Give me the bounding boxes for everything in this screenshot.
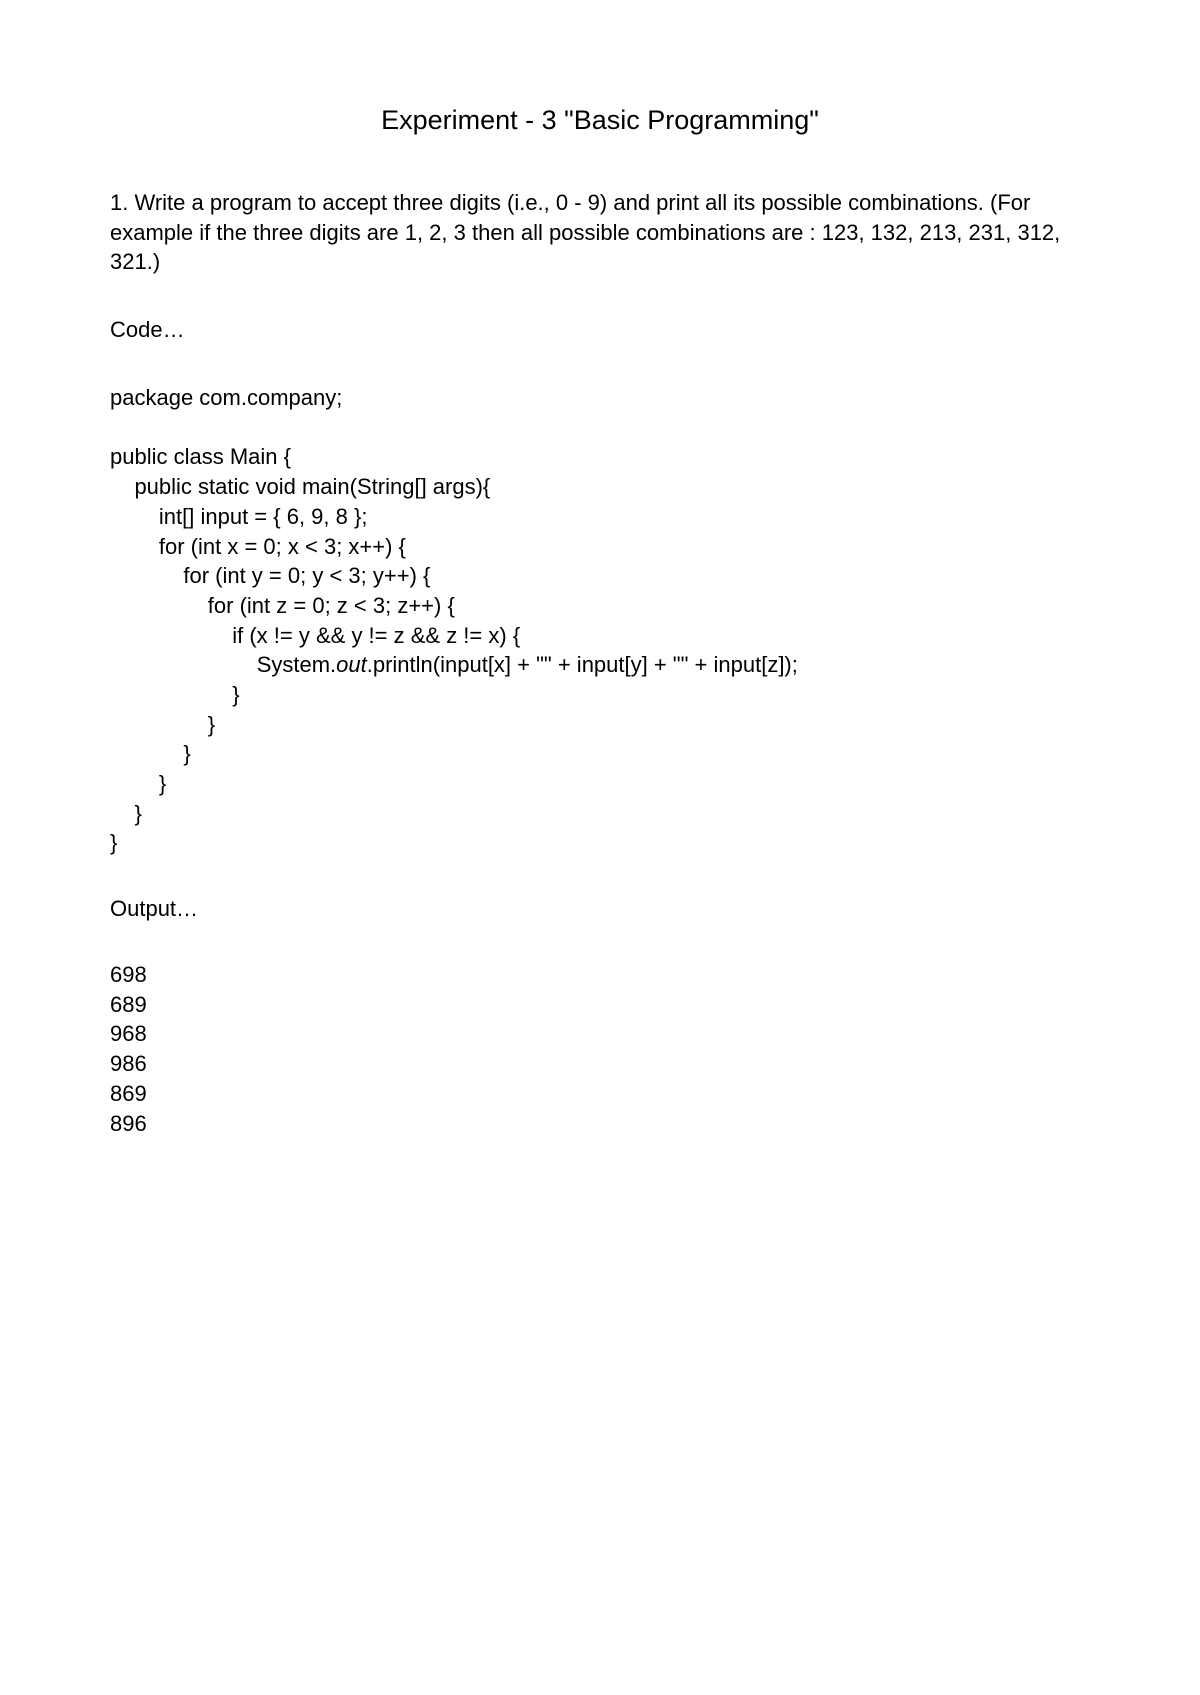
code-line: for (int y = 0; y < 3; y++) { [110, 561, 1090, 591]
code-line: } [110, 710, 1090, 740]
code-line: public static void main(String[] args){ [110, 472, 1090, 502]
output-line: 968 [110, 1019, 1090, 1049]
output-line: 689 [110, 990, 1090, 1020]
italic-out: out [336, 652, 367, 677]
code-line: for (int x = 0; x < 3; x++) { [110, 532, 1090, 562]
code-line [110, 413, 1090, 443]
output-block: 698689968986869896 [110, 960, 1090, 1138]
output-label: Output… [110, 896, 1090, 922]
output-line: 896 [110, 1109, 1090, 1139]
code-line: int[] input = { 6, 9, 8 }; [110, 502, 1090, 532]
code-block: package com.company; public class Main {… [110, 383, 1090, 858]
output-line: 986 [110, 1049, 1090, 1079]
code-line: package com.company; [110, 383, 1090, 413]
output-line: 869 [110, 1079, 1090, 1109]
code-line: } [110, 739, 1090, 769]
page-title: Experiment - 3 "Basic Programming" [110, 105, 1090, 136]
code-line: } [110, 680, 1090, 710]
code-line: } [110, 769, 1090, 799]
code-line: System.out.println(input[x] + "" + input… [110, 650, 1090, 680]
code-line: if (x != y && y != z && z != x) { [110, 621, 1090, 651]
code-line: public class Main { [110, 442, 1090, 472]
output-line: 698 [110, 960, 1090, 990]
code-label: Code… [110, 317, 1090, 343]
code-line: } [110, 799, 1090, 829]
code-line: for (int z = 0; z < 3; z++) { [110, 591, 1090, 621]
question-text: 1. Write a program to accept three digit… [110, 188, 1090, 277]
code-line: } [110, 828, 1090, 858]
